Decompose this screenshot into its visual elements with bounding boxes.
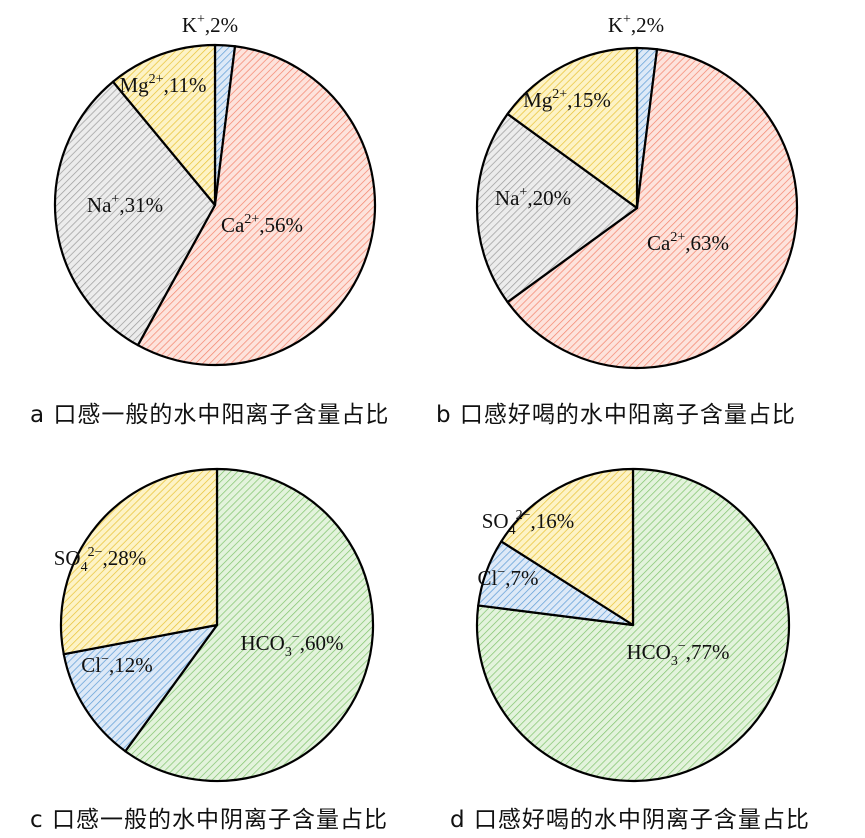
caption-c: c 口感一般的水中阴离子含量占比 (30, 807, 388, 833)
pie-a-label-mg: Mg2+,11% (119, 72, 206, 97)
pie-d-slice-hco (475, 467, 791, 783)
pie-d-label-so: SO42−,16% (482, 508, 575, 538)
pie-c-slice-cl (62, 623, 219, 753)
pie-d-svg: HCO3−,77% Cl−,7% SO42−,16% (475, 467, 791, 783)
pie-chart-a: K+,2% Ca2+,56% Na+,31% Mg2+,11% a 口感一般的水中阳离… (0, 0, 430, 428)
caption-d: d 口感好喝的水中阴离子含量占比 (450, 807, 810, 833)
caption-b: b 口感好喝的水中阳离子含量占比 (436, 402, 796, 428)
caption-a: a 口感一般的水中阳离子含量占比 (30, 402, 390, 428)
pie-b-label-mg: Mg2+,15% (523, 87, 611, 112)
pie-a-label-k: K+,2% (182, 12, 238, 37)
pie-chart-c: HCO3−,60% Cl−,12% SO42−,28% c 口感一般的水中阴离子含量… (0, 440, 430, 838)
pie-b-slice-na (475, 112, 639, 304)
pie-chart-d: HCO3−,77% Cl−,7% SO42−,16% d 口感好喝的水中阴离子含量占… (430, 440, 865, 838)
pie-b-slice-ca (506, 48, 799, 370)
pie-b-label-k: K+,2% (608, 12, 664, 37)
pie-d-slice-so (500, 467, 635, 627)
pie-a-slice-mg (111, 43, 217, 207)
pie-chart-b: K+,2% Ca2+,63% Na+,20% Mg2+,15% b 口感好喝的水中阳离… (430, 0, 865, 428)
pie-c-slice-hco (124, 467, 375, 783)
pie-d-label-hco: HCO3−,77% (627, 639, 730, 669)
pie-a-label-na: Na+,31% (87, 192, 163, 217)
pie-c-label-hco: HCO3−,60% (241, 630, 344, 660)
pie-a-svg: K+,2% Ca2+,56% Na+,31% Mg2+,11% (53, 12, 377, 367)
pie-a-slice-ca (136, 45, 377, 367)
pie-c-label-so: SO42−,28% (54, 545, 147, 575)
pie-d-label-cl: Cl−,7% (478, 565, 539, 590)
pie-c-label-cl: Cl−,12% (81, 652, 153, 677)
pie-b-svg: K+,2% Ca2+,63% Na+,20% Mg2+,15% (475, 12, 799, 370)
pie-b-label-ca: Ca2+,63% (647, 230, 729, 255)
pie-c-slice-so (59, 467, 219, 656)
pie-c-svg: HCO3−,60% Cl−,12% SO42−,28% (54, 467, 375, 783)
pie-a-label-ca: Ca2+,56% (221, 212, 303, 237)
pie-b-label-na: Na+,20% (495, 185, 571, 210)
pie-a-slice-na (53, 80, 217, 347)
pie-b-slice-mg (506, 46, 639, 210)
